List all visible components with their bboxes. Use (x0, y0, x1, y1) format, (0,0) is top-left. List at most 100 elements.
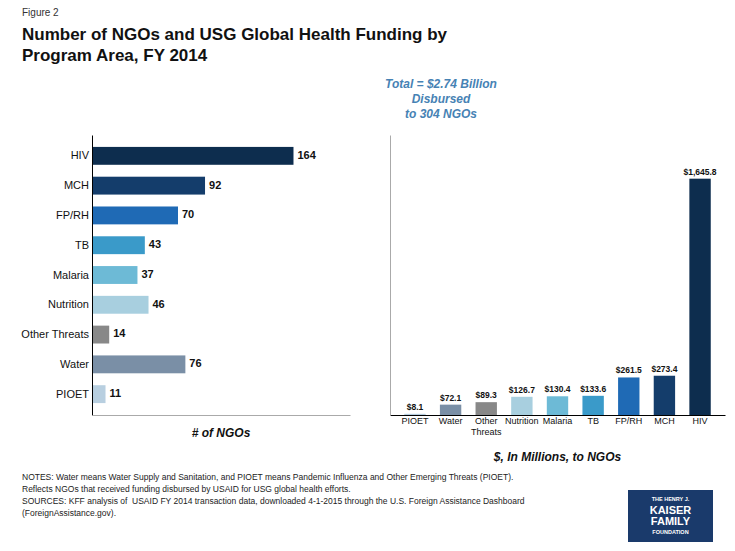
panel: $8.1 $72.1 $89.3 $126.7 $130.4 $133.6 $261.5 $2… (391, 136, 726, 465)
data-label: $130.4 (545, 384, 571, 394)
title-line: Program Area, FY 2014 (22, 46, 208, 65)
tick-label: Water (439, 416, 463, 426)
bar (404, 414, 425, 415)
data-label: $8.1 (407, 402, 424, 412)
tick: TB (75, 239, 92, 251)
note: NOTES: Water means Water Supply and Sani… (22, 472, 513, 482)
title: Number of NGOs and USG Global Health Fun… (22, 25, 448, 65)
tick: HIV (71, 149, 92, 161)
tick-label-line: Nutrition (505, 416, 539, 426)
figure-label: Figure 2 (22, 7, 59, 18)
annotation-line: to 304 NGOs (405, 107, 477, 121)
bar (92, 236, 145, 254)
figure-label-line: Figure 2 (22, 7, 59, 18)
tick-label: MCH (654, 416, 675, 426)
bar (92, 355, 185, 373)
tick-label: Nutrition (505, 416, 539, 426)
tick: Water (60, 358, 92, 370)
data-label: 164 (297, 149, 316, 161)
title-line: Number of NGOs and USG Global Health Fun… (22, 25, 448, 44)
axis-line (93, 415, 351, 416)
tick: PIOET (56, 388, 92, 400)
tick: PIOET (401, 415, 429, 426)
data-label: 46 (153, 298, 165, 310)
tick-label: MCH (64, 179, 89, 191)
tick-label: Malaria (543, 416, 573, 426)
bar (92, 177, 205, 195)
bar (476, 402, 497, 415)
data-label: 14 (113, 327, 126, 339)
data-label: $126.7 (509, 385, 535, 395)
axis-title: $, In Millions, to NGOs (493, 450, 622, 464)
tick-label: Nutrition (48, 298, 89, 310)
tick: Nutrition (48, 298, 92, 310)
tick: FP/RH (56, 209, 92, 221)
bar (547, 396, 568, 415)
tick-label: OtherThreats (471, 416, 502, 436)
note-line: SOURCES: KFF analysis of USAID FY 2014 t… (22, 496, 525, 506)
data-label: $89.3 (476, 390, 498, 400)
logo-text-line: FAMILY (651, 515, 691, 527)
tick-label: PIOET (56, 388, 89, 400)
data-label: $273.4 (651, 364, 677, 374)
tick-label-line: Threats (471, 427, 502, 437)
note-line: (ForeignAssistance.gov). (22, 508, 116, 518)
tick: FP/RH (615, 415, 642, 426)
bar (440, 405, 461, 415)
tick-label-line: FP/RH (615, 416, 642, 426)
note-line: NOTES: Water means Water Supply and Sani… (22, 472, 513, 482)
annotation: Total = $2.74 BillionDisbursedto 304 NGO… (385, 77, 497, 121)
bar (582, 396, 603, 415)
tick-label: FP/RH (615, 416, 642, 426)
logo-text: KAISER (650, 504, 692, 516)
bar (618, 377, 639, 415)
chart-svg: Figure 2 Number of NGOs and USG Global He… (0, 0, 735, 551)
tick-label: HIV (71, 149, 90, 161)
data-labels: 1649270433746147611 (110, 149, 317, 399)
data-label: 37 (141, 268, 153, 280)
tick: Malaria (53, 269, 92, 281)
tick: MCH (64, 179, 92, 191)
value-axis (390, 136, 391, 416)
bar (92, 296, 149, 314)
note: (ForeignAssistance.gov). (22, 508, 116, 518)
annotation-line: Total = $2.74 Billion (385, 77, 497, 91)
logo: THE HENRY J.KAISERFAMILY FOUNDATION (628, 490, 713, 542)
tick: MCH (654, 415, 675, 426)
bars (92, 147, 293, 403)
tick: Water (439, 415, 463, 426)
tick: TB (587, 415, 599, 426)
data-label: 92 (209, 179, 221, 191)
data-labels: $8.1 $72.1 $89.3 $126.7 $130.4 $133.6 $261.5 $2… (407, 167, 717, 412)
category-axis: HIV MCH FP/RH TB Malaria Nutrition Other Threa… (21, 136, 92, 416)
bar (654, 376, 675, 415)
logo-text: THE HENRY J. (652, 497, 690, 503)
logo-text-line: FOUNDATION (652, 530, 688, 536)
axis-line (390, 136, 391, 416)
tick-label: Other Threats (21, 328, 89, 340)
axis-line (92, 136, 93, 416)
data-label: $72.1 (440, 393, 462, 403)
data-label: $261.5 (616, 365, 642, 375)
logo-text: FOUNDATION (652, 530, 688, 536)
panel: 1649270433746147611HIVMCHFP/RHTBMalariaN… (21, 136, 350, 441)
data-label: $133.6 (580, 384, 606, 394)
logo-box (628, 490, 713, 542)
bars (404, 179, 710, 415)
tick-label-line: PIOET (401, 416, 429, 426)
tick-label: TB (587, 416, 599, 426)
logo-text-line: KAISER (650, 504, 692, 516)
logo-text: FAMILY (651, 515, 691, 527)
bar (92, 147, 293, 165)
tick: Nutrition (505, 415, 539, 426)
bar (92, 266, 137, 284)
data-label: 11 (110, 387, 122, 399)
note-line: Reflects NGOs that received funding disb… (22, 484, 351, 494)
note: SOURCES: KFF analysis of USAID FY 2014 t… (22, 496, 525, 506)
tick-label-line: Other (475, 416, 498, 426)
data-label: $1,645.8 (684, 167, 717, 177)
category-axis: PIOET Water OtherThreatsNutrition Malaria TB… (391, 415, 726, 437)
tick-label-line: TB (587, 416, 599, 426)
data-label: 43 (149, 238, 161, 250)
tick-label-line: MCH (654, 416, 675, 426)
